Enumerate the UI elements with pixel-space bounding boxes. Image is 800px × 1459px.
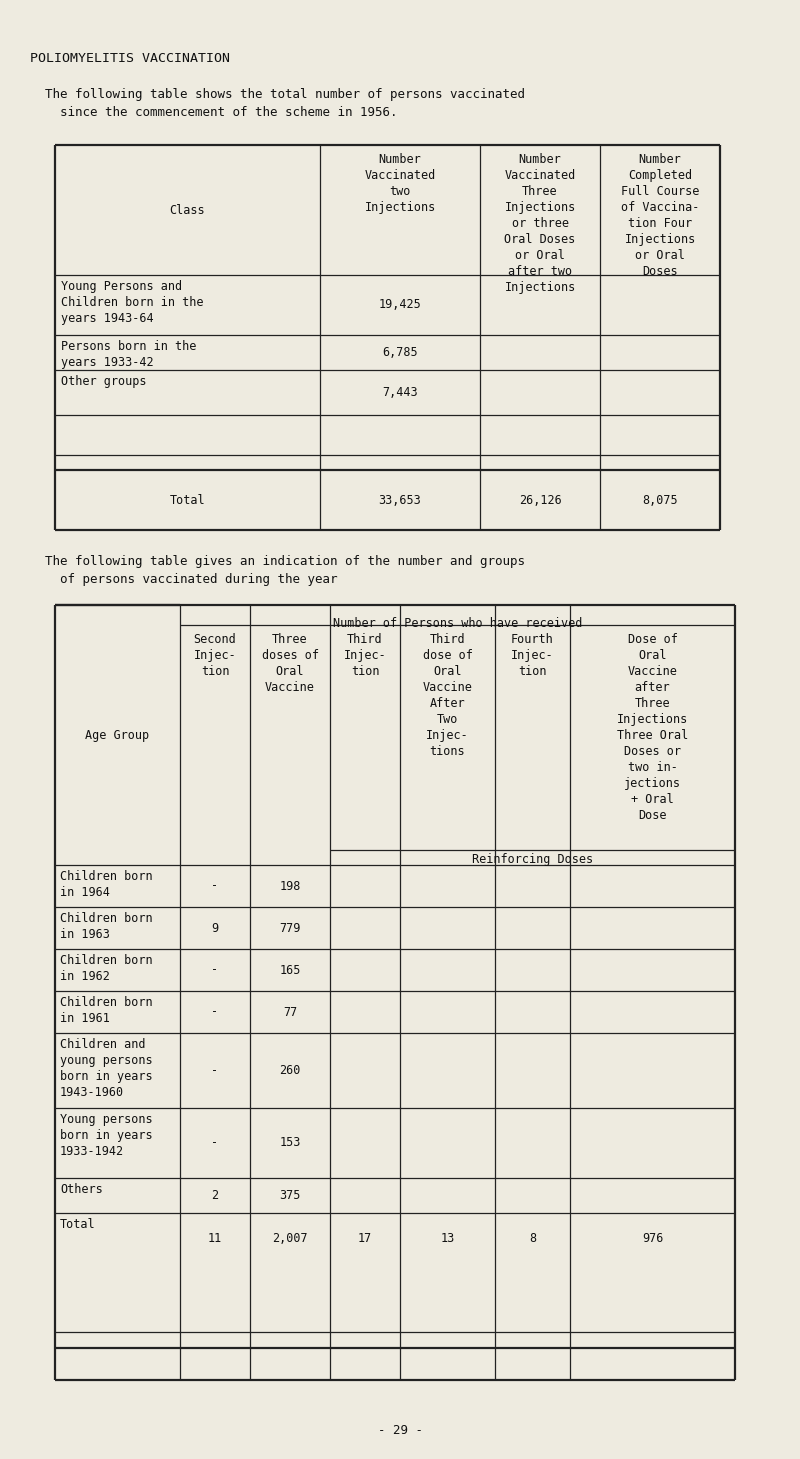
Text: Persons born in the
years 1933-42: Persons born in the years 1933-42 — [61, 340, 196, 369]
Text: -: - — [211, 963, 218, 976]
Text: Age Group: Age Group — [86, 728, 150, 741]
Text: since the commencement of the scheme in 1956.: since the commencement of the scheme in … — [30, 107, 398, 120]
Text: - 29 -: - 29 - — [378, 1424, 422, 1437]
Text: Class: Class — [170, 203, 206, 216]
Text: 2: 2 — [211, 1189, 218, 1202]
Text: 8: 8 — [529, 1233, 536, 1246]
Text: Number
Vaccinated
Three
Injections
or three
Oral Doses
or Oral
after two
Injecti: Number Vaccinated Three Injections or th… — [504, 153, 576, 295]
Text: 165: 165 — [279, 963, 301, 976]
Text: -: - — [211, 1137, 218, 1150]
Text: Third
dose of
Oral
Vaccine
After
Two
Injec-
tions: Third dose of Oral Vaccine After Two Inj… — [422, 633, 473, 759]
Text: 11: 11 — [208, 1233, 222, 1246]
Text: Young persons
born in years
1933-1942: Young persons born in years 1933-1942 — [60, 1113, 153, 1158]
Text: 33,653: 33,653 — [378, 493, 422, 506]
Text: Second
Injec-
tion: Second Injec- tion — [194, 633, 236, 678]
Text: 6,785: 6,785 — [382, 346, 418, 359]
Text: 153: 153 — [279, 1137, 301, 1150]
Text: 260: 260 — [279, 1064, 301, 1077]
Text: Total: Total — [170, 493, 206, 506]
Text: 26,126: 26,126 — [518, 493, 562, 506]
Text: 9: 9 — [211, 922, 218, 935]
Text: Total: Total — [60, 1218, 96, 1231]
Text: 8,075: 8,075 — [642, 493, 678, 506]
Text: The following table shows the total number of persons vaccinated: The following table shows the total numb… — [30, 88, 525, 101]
Text: 779: 779 — [279, 922, 301, 935]
Text: Fourth
Injec-
tion: Fourth Injec- tion — [511, 633, 554, 678]
Text: 13: 13 — [440, 1233, 454, 1246]
Text: 198: 198 — [279, 880, 301, 893]
Text: of persons vaccinated during the year: of persons vaccinated during the year — [30, 573, 338, 587]
Text: The following table gives an indication of the number and groups: The following table gives an indication … — [30, 554, 525, 568]
Text: 7,443: 7,443 — [382, 387, 418, 398]
Text: Other groups: Other groups — [61, 375, 146, 388]
Text: Young Persons and
Children born in the
years 1943-64: Young Persons and Children born in the y… — [61, 280, 203, 325]
Text: Number
Vaccinated
two
Injections: Number Vaccinated two Injections — [364, 153, 436, 214]
Text: Three
doses of
Oral
Vaccine: Three doses of Oral Vaccine — [262, 633, 318, 694]
Text: Children and
young persons
born in years
1943-1960: Children and young persons born in years… — [60, 1037, 153, 1099]
Text: 375: 375 — [279, 1189, 301, 1202]
Text: Number
Completed
Full Course
of Vaccina-
tion Four
Injections
or Oral
Doses: Number Completed Full Course of Vaccina-… — [621, 153, 699, 279]
Text: 2,007: 2,007 — [272, 1233, 308, 1246]
Text: Others: Others — [60, 1183, 102, 1196]
Text: -: - — [211, 1064, 218, 1077]
Text: Children born
in 1961: Children born in 1961 — [60, 996, 153, 1026]
Text: Number of Persons who have received: Number of Persons who have received — [333, 617, 582, 630]
Text: -: - — [211, 880, 218, 893]
Text: POLIOMYELITIS VACCINATION: POLIOMYELITIS VACCINATION — [30, 53, 230, 66]
Text: Children born
in 1964: Children born in 1964 — [60, 870, 153, 899]
Text: Children born
in 1963: Children born in 1963 — [60, 912, 153, 941]
Text: 19,425: 19,425 — [378, 299, 422, 312]
Text: 77: 77 — [283, 1005, 297, 1018]
Text: Reinforcing Doses: Reinforcing Doses — [472, 854, 593, 867]
Text: Dose of
Oral
Vaccine
after
Three
Injections
Three Oral
Doses or
two in-
jections: Dose of Oral Vaccine after Three Injecti… — [617, 633, 688, 821]
Text: -: - — [211, 1005, 218, 1018]
Text: Children born
in 1962: Children born in 1962 — [60, 954, 153, 983]
Text: 976: 976 — [642, 1233, 663, 1246]
Text: Third
Injec-
tion: Third Injec- tion — [344, 633, 386, 678]
Text: 17: 17 — [358, 1233, 372, 1246]
